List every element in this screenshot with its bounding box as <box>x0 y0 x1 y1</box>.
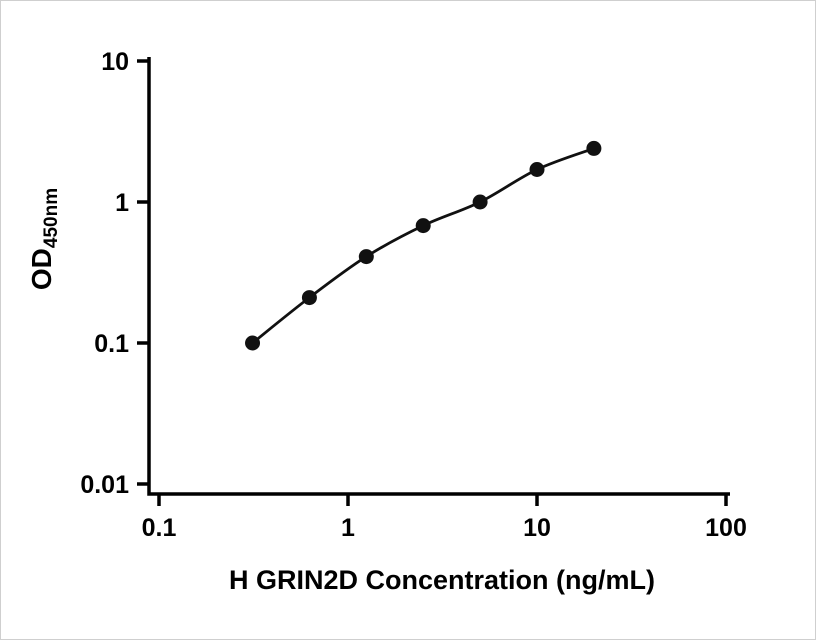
data-point <box>358 249 374 265</box>
axis-spine <box>147 57 730 496</box>
data-series <box>245 140 602 351</box>
y-axis-tick-label: 1 <box>115 189 129 217</box>
axes: 0.01 0.1 1 10 0.1 1 10 100 <box>80 48 747 542</box>
x-axis-tick-label: 1 <box>341 514 355 542</box>
data-point <box>472 194 488 210</box>
y-axis-title-main: OD <box>26 248 57 290</box>
data-point <box>245 335 261 351</box>
x-axis-tick-label: 10 <box>523 514 551 542</box>
x-axis-title: H GRIN2D Concentration (ng/mL) <box>229 565 655 595</box>
y-axis-title-subscript: 450nm <box>41 188 62 248</box>
x-axis-tick-label: 100 <box>705 514 747 542</box>
y-axis-tick-label: 0.1 <box>94 330 129 358</box>
data-point <box>529 162 545 178</box>
y-axis-tick-label: 0.01 <box>80 471 129 499</box>
data-point <box>301 290 317 306</box>
data-point <box>415 218 431 234</box>
fit-curve <box>251 147 595 345</box>
data-point <box>586 140 602 156</box>
y-axis-tick-label: 10 <box>101 48 129 76</box>
x-axis-tick-label: 0.1 <box>142 514 177 542</box>
y-axis-title: OD450nm <box>26 188 62 290</box>
